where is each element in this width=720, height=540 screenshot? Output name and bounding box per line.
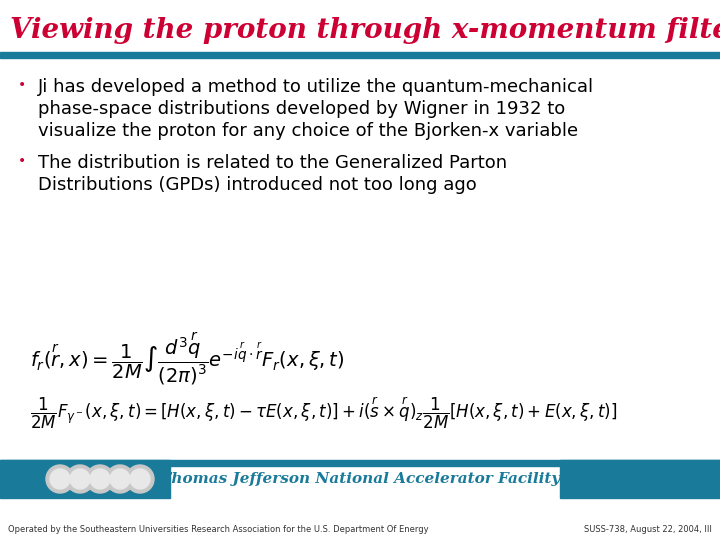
Text: The distribution is related to the Generalized Parton: The distribution is related to the Gener… (38, 154, 507, 172)
Bar (560, 460, 720, 498)
Text: visualize the proton for any choice of the Bjorken-x variable: visualize the proton for any choice of t… (38, 122, 578, 140)
Circle shape (50, 469, 70, 489)
Circle shape (66, 465, 94, 493)
Bar (0, 460, 720, 466)
Text: •: • (18, 154, 26, 168)
Circle shape (110, 469, 130, 489)
Bar (0, 460, 170, 498)
Circle shape (126, 465, 154, 493)
Circle shape (86, 465, 114, 493)
Bar (0, 52, 720, 58)
Text: SUSS-738, August 22, 2004, III: SUSS-738, August 22, 2004, III (584, 525, 712, 535)
Circle shape (46, 465, 74, 493)
Text: Thomas Jefferson National Accelerator Facility: Thomas Jefferson National Accelerator Fa… (160, 472, 560, 486)
Circle shape (70, 469, 90, 489)
Text: $\dfrac{1}{2M}F_{\gamma^-}(x,\xi,t)=[H(x,\xi,t)-\tau E(x,\xi,t)]+i(\overset{r}{s: $\dfrac{1}{2M}F_{\gamma^-}(x,\xi,t)=[H(x… (30, 395, 617, 430)
Circle shape (130, 469, 150, 489)
Text: •: • (18, 78, 26, 92)
Circle shape (90, 469, 110, 489)
Text: phase-space distributions developed by Wigner in 1932 to: phase-space distributions developed by W… (38, 100, 565, 118)
Text: Viewing the proton through x-momentum filters: Viewing the proton through x-momentum fi… (10, 17, 720, 44)
Text: Ji has developed a method to utilize the quantum-mechanical: Ji has developed a method to utilize the… (38, 78, 594, 96)
Text: Operated by the Southeastern Universities Research Association for the U.S. Depa: Operated by the Southeastern Universitie… (8, 525, 428, 535)
Text: $f_r(\overset{r}{r},x) = \dfrac{1}{2M}\int\dfrac{d^3\overset{r}{q}}{(2\pi)^3}e^{: $f_r(\overset{r}{r},x) = \dfrac{1}{2M}\i… (30, 330, 345, 387)
Circle shape (106, 465, 134, 493)
Text: Distributions (GPDs) introduced not too long ago: Distributions (GPDs) introduced not too … (38, 176, 477, 194)
